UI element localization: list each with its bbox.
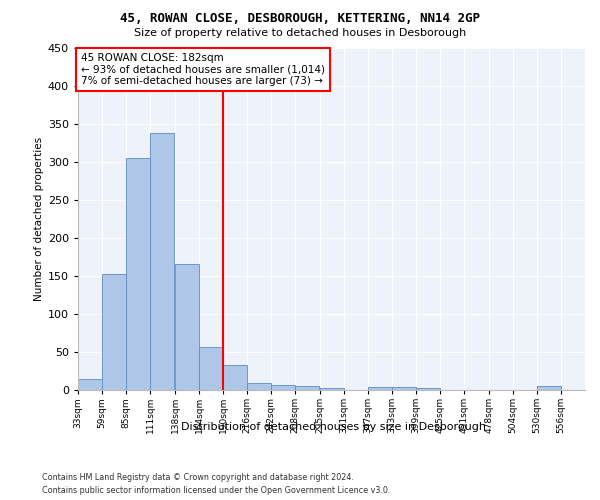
Bar <box>320 388 344 390</box>
Text: Contains public sector information licensed under the Open Government Licence v3: Contains public sector information licen… <box>42 486 391 495</box>
Bar <box>392 387 416 390</box>
Bar <box>271 384 295 390</box>
Text: Size of property relative to detached houses in Desborough: Size of property relative to detached ho… <box>134 28 466 38</box>
Bar <box>150 132 174 390</box>
Bar <box>537 386 561 390</box>
Bar <box>368 387 392 390</box>
Bar <box>199 348 223 390</box>
Bar <box>223 365 247 390</box>
Bar <box>247 383 271 390</box>
Bar <box>78 378 102 390</box>
Bar <box>126 158 150 390</box>
Y-axis label: Number of detached properties: Number of detached properties <box>34 136 44 301</box>
Bar <box>416 388 440 390</box>
Text: 45 ROWAN CLOSE: 182sqm
← 93% of detached houses are smaller (1,014)
7% of semi-d: 45 ROWAN CLOSE: 182sqm ← 93% of detached… <box>81 53 325 86</box>
Bar <box>175 264 199 390</box>
Text: Contains HM Land Registry data © Crown copyright and database right 2024.: Contains HM Land Registry data © Crown c… <box>42 472 354 482</box>
Bar <box>295 386 319 390</box>
Bar <box>102 274 126 390</box>
Text: 45, ROWAN CLOSE, DESBOROUGH, KETTERING, NN14 2GP: 45, ROWAN CLOSE, DESBOROUGH, KETTERING, … <box>120 12 480 26</box>
Text: Distribution of detached houses by size in Desborough: Distribution of detached houses by size … <box>181 422 485 432</box>
